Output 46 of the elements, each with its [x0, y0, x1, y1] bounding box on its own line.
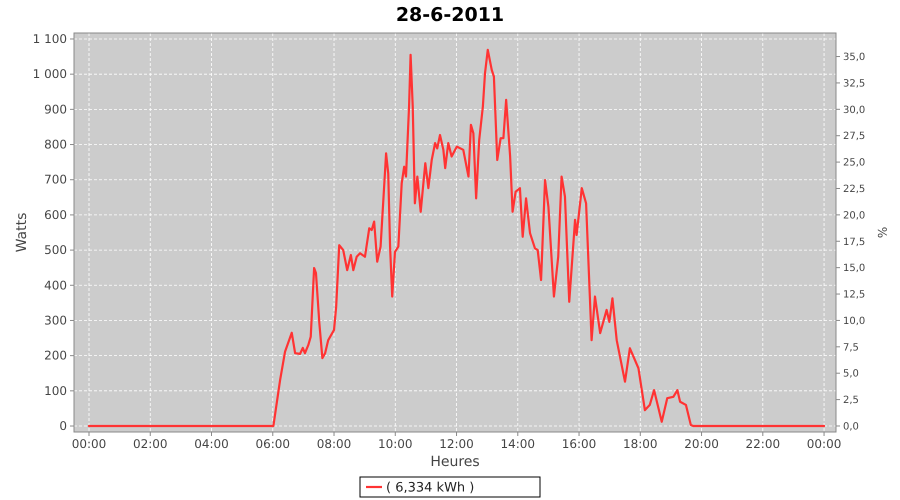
x-tick-label: 20:00: [684, 437, 719, 451]
y2-tick-label: 22,5: [843, 184, 866, 195]
x-tick-label: 10:00: [378, 437, 413, 451]
x-tick-label: 06:00: [255, 437, 290, 451]
y2-tick-label: 35,0: [843, 52, 866, 64]
y2-tick-label: 12,5: [843, 290, 866, 301]
x-tick-label: 00:00: [72, 437, 106, 451]
y-tick-label: 900: [44, 102, 67, 116]
y-tick-label: 600: [44, 208, 67, 222]
y-tick-label: 300: [44, 313, 67, 328]
y2-tick-label: 32,5: [843, 78, 866, 90]
y2-tick-label: 15,0: [843, 263, 866, 274]
x-tick-label: 16:00: [562, 437, 596, 451]
x-tick-label: 22:00: [746, 437, 780, 451]
y-tick-label: 0: [59, 419, 67, 434]
y2-tick-label: 7,5: [843, 342, 859, 354]
y-tick-label: 500: [44, 243, 67, 258]
y-tick-label: 800: [44, 138, 67, 152]
y2-tick-label: 17,5: [843, 236, 866, 248]
y-tick-label: 700: [44, 172, 67, 187]
y-axis-title: Watts: [14, 212, 30, 252]
x-tick-label: 18:00: [622, 437, 658, 451]
y2-tick-label: 5,0: [843, 368, 859, 380]
y2-tick-label: 25,0: [843, 158, 866, 169]
x-tick-label: 04:00: [194, 437, 229, 451]
x-tick-label: 14:00: [500, 437, 536, 451]
y-tick-label: 400: [44, 278, 67, 292]
y2-tick-label: 30,0: [843, 104, 866, 116]
y-tick-label: 100: [44, 384, 67, 398]
legend-label: ( 6,334 kWh ): [386, 480, 474, 496]
x-axis-title: Heures: [430, 454, 480, 470]
x-tick-label: 00:00: [806, 437, 842, 451]
y-tick-label: 1 000: [32, 67, 67, 82]
line-series: [88, 48, 826, 428]
y-tick-label: 1 100: [32, 32, 67, 46]
y2-tick-label: 20,0: [843, 210, 866, 222]
y2-axis-title: %: [875, 226, 889, 238]
y2-tick-label: 2,5: [843, 395, 859, 406]
y2-tick-label: 0,0: [843, 421, 859, 432]
x-tick-label: 02:00: [132, 437, 168, 451]
y2-tick-label: 10,0: [843, 316, 866, 327]
y-tick-label: 200: [44, 348, 67, 363]
x-tick-label: 08:00: [316, 437, 352, 451]
x-tick-label: 12:00: [439, 437, 474, 451]
y2-tick-label: 27,5: [843, 131, 866, 142]
chart-title: 28-6-2011: [396, 4, 504, 26]
